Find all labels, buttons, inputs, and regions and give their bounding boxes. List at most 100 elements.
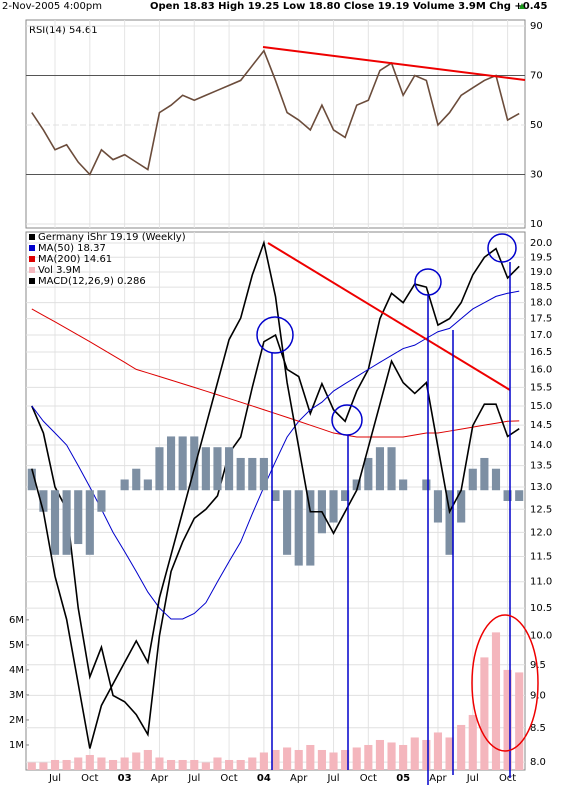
volume-bar — [190, 759, 199, 770]
header-quote: Open 18.83 High 19.25 Low 18.80 Close 19… — [150, 1, 547, 12]
y2-tick-label: 3M — [9, 690, 24, 701]
macd-histogram-bar — [399, 479, 408, 491]
volume-bar — [491, 632, 501, 770]
macd-histogram-bar — [132, 468, 141, 491]
x-tick-label: Oct — [360, 773, 377, 784]
volume-bar — [317, 749, 326, 770]
circle — [331, 404, 363, 436]
macd-histogram-bar — [387, 447, 396, 491]
macd-histogram-bar — [271, 490, 280, 501]
macd-histogram-bar — [433, 490, 443, 523]
volume-bar — [515, 672, 524, 770]
volume-bar — [50, 759, 60, 770]
volume-bar — [108, 759, 118, 770]
y-tick-label: 13.5 — [530, 461, 552, 472]
y-tick-label: 11.5 — [530, 552, 552, 563]
highlight-ellipse — [471, 614, 539, 752]
legend-swatch — [29, 267, 35, 273]
macd-histogram-bar — [236, 457, 245, 491]
y-tick-label: 50 — [530, 120, 543, 131]
y-tick-label: 15.5 — [530, 382, 552, 393]
legend-swatch — [29, 278, 35, 284]
volume-bar — [97, 757, 106, 770]
macd-histogram-bar — [503, 490, 512, 501]
macd-histogram-bar — [50, 490, 60, 555]
volume-bar — [39, 762, 48, 770]
volume-bar — [271, 749, 280, 770]
legend-swatch — [29, 256, 35, 262]
volume-bar — [143, 749, 152, 770]
legend: Germany iShr 19.19 (Weekly)MA(50) 18.37M… — [29, 232, 186, 287]
x-tick-label: Jul — [326, 773, 339, 784]
rsi-title: RSI(14) 54.61 — [29, 25, 98, 36]
volume-bar — [306, 744, 315, 770]
volume-bar — [329, 752, 338, 770]
y-tick-label: 14.5 — [530, 420, 552, 431]
macd-histogram-bar — [306, 490, 315, 566]
volume-bar — [341, 749, 350, 770]
series-line — [31, 247, 520, 737]
macd-histogram-bar — [155, 447, 164, 491]
y-tick-label: 12.0 — [530, 527, 552, 538]
macd-histogram-bar — [352, 479, 361, 491]
y-tick-label: 20.0 — [530, 238, 552, 249]
volume-bar — [248, 757, 257, 770]
legend-entry: Vol 3.9M — [38, 265, 81, 276]
legend-swatch — [29, 234, 35, 240]
y2-tick-label: 4M — [9, 665, 24, 676]
y-tick-label: 70 — [530, 70, 543, 81]
volume-bar — [457, 724, 466, 770]
x-tick-label: Oct — [220, 773, 237, 784]
header-date: 2-Nov-2005 4:00pm — [2, 1, 102, 12]
price-trendline — [267, 242, 511, 391]
y-tick-label: 12.5 — [530, 504, 552, 515]
volume-bar — [445, 737, 454, 770]
up-arrow — [519, 3, 525, 9]
y-tick-label: 11.0 — [530, 577, 552, 588]
x-tick-label: Oct — [81, 773, 98, 784]
rsi-panel — [25, 19, 526, 229]
legend-entry: Germany iShr 19.19 (Weekly) — [38, 232, 186, 243]
volume-bar — [132, 752, 141, 770]
x-tick-label: Apr — [429, 773, 447, 784]
plot: 10 30 50 70 90 Jul Oct 03 Apr Jul Oct 04 Apr Jul Oct 05… — [9, 20, 552, 784]
x-tick-label: Jul — [48, 773, 61, 784]
series-line — [31, 308, 520, 438]
volume-bar — [120, 757, 129, 770]
y-tick-label: 8.0 — [530, 757, 546, 768]
volume-bar — [433, 732, 443, 770]
legend-entry: MA(200) 14.61 — [38, 254, 112, 265]
volume-bar — [399, 744, 408, 770]
macd-histogram-bar — [445, 490, 454, 555]
volume-bar — [74, 757, 83, 770]
macd-histogram-bar — [213, 447, 222, 491]
series-line — [31, 49, 520, 176]
series-line — [31, 239, 520, 749]
macd-histogram-bar — [166, 436, 176, 491]
y-tick-label: 14.0 — [530, 440, 552, 451]
volume-bar — [503, 669, 512, 770]
circle — [487, 233, 517, 263]
volume-bar — [294, 749, 303, 770]
y-tick-label: 8.5 — [530, 723, 546, 734]
macd-histogram-bar — [294, 490, 303, 566]
volume-bar — [352, 747, 361, 770]
y-tick-label: 9.5 — [530, 660, 546, 671]
y-tick-label: 19.0 — [530, 267, 552, 278]
x-tick-label: Oct — [499, 773, 516, 784]
macd-histogram-bar — [491, 468, 501, 491]
y-tick-label: 18.0 — [530, 298, 552, 309]
macd-histogram-bar — [120, 479, 129, 491]
macd-histogram-bar — [225, 447, 234, 491]
macd-histogram-bar — [27, 468, 36, 491]
macd-histogram-bar — [143, 479, 152, 491]
y-tick-label: 19.5 — [530, 252, 552, 263]
series-line — [31, 290, 520, 620]
circle — [256, 316, 294, 354]
y-tick-label: 90 — [530, 21, 543, 32]
y2-tick-label: 5M — [9, 640, 24, 651]
volume-bar — [155, 757, 164, 770]
y-tick-label: 16.5 — [530, 347, 552, 358]
